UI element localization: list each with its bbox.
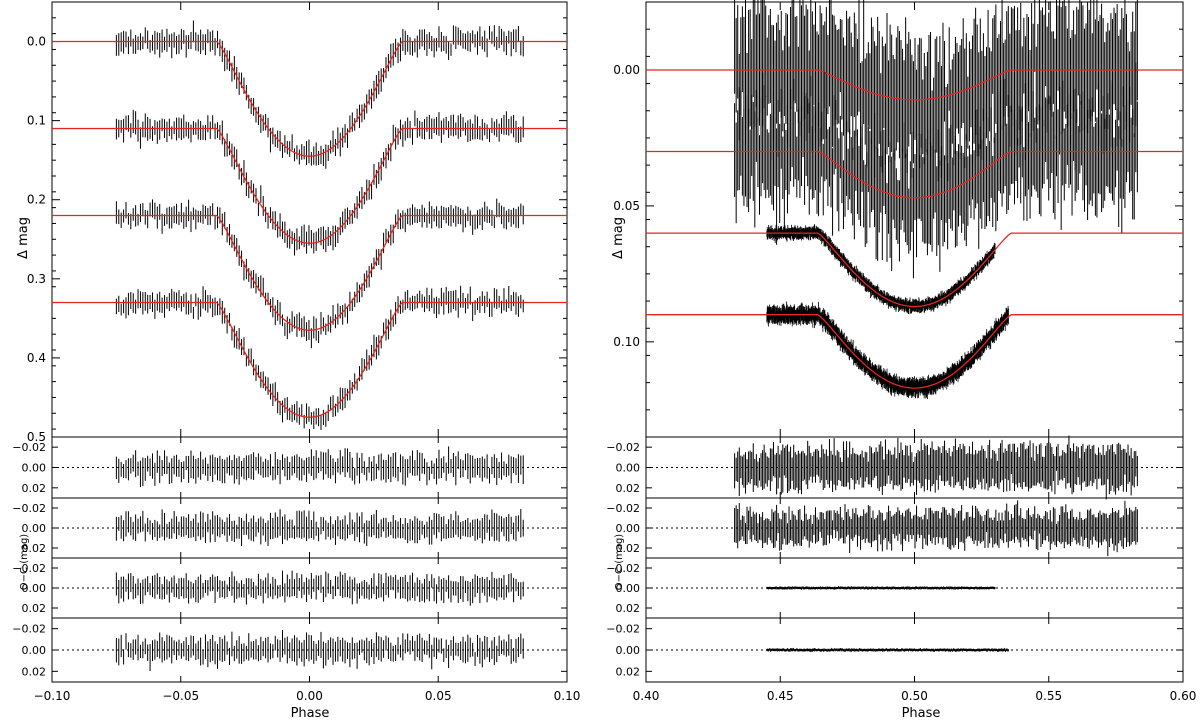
y-tick-label: 0.02 (22, 602, 47, 615)
y-tick-label: 0.00 (22, 462, 47, 475)
left-residual-ylabel: O−C (mag) (19, 534, 30, 591)
y-tick-label: 0.00 (616, 522, 641, 535)
residual-panel-2: −0.02 0.00 0.02 (606, 557, 1184, 619)
series-3 (52, 285, 567, 430)
series-2 (52, 198, 567, 349)
y-tick-label: 0.02 (616, 482, 641, 495)
y-tick-label: 0.00 (22, 644, 47, 657)
right-panel: 0.000.050.10 −0.020.000.02−0.020.000.02−… (606, 0, 1196, 721)
residual-panel-1: −0.02 0.00 0.02 (12, 497, 568, 559)
residual-panel-2: −0.02 0.00 0.02 (12, 557, 568, 619)
x-tick-label: 0.10 (554, 689, 581, 703)
y-tick-label: 0.2 (27, 193, 46, 207)
left-residual-plots: −0.020.000.02−0.020.000.02−0.020.000.02−… (12, 436, 581, 703)
residual-frame (51, 436, 568, 499)
left-xlabel: Phase (291, 706, 330, 721)
x-tick-labels: −0.10 −0.05 0.00 0.05 0.10 (34, 689, 581, 703)
y-tick-label: 0.00 (616, 462, 641, 475)
y-tick-label: 0.10 (613, 335, 640, 349)
x-tick-label: −0.05 (162, 689, 199, 703)
residual-panel-1: −0.02 0.00 0.02 (606, 497, 1184, 559)
model-curve (646, 314, 1183, 389)
left-panel: 0.00.10.20.30.40.5 −0.020.000.02−0.020.0… (12, 1, 581, 721)
y-tick-label: 0.02 (616, 665, 641, 678)
model-curve (646, 69, 1183, 101)
series-1 (52, 109, 567, 256)
model-curve (52, 40, 567, 157)
y-tick-label: 0.02 (22, 482, 47, 495)
residual-panel-3: −0.02 0.00 0.02 (606, 617, 1184, 683)
residual-panel-0: −0.02 0.00 0.02 (12, 436, 568, 499)
y-tick-label: 0.02 (22, 665, 47, 678)
right-main-plot: 0.00 0.05 0.10 (613, 0, 1184, 438)
series-1 (646, 62, 1183, 279)
model-curve (646, 232, 1183, 308)
y-tick-label: 0.00 (616, 644, 641, 657)
y-tick-label: −0.02 (12, 562, 46, 575)
series-3 (646, 301, 1183, 400)
x-tick-label: 0.00 (296, 689, 323, 703)
left-main-plot: 0.0 0.1 0.2 0.3 0.4 0.5 (27, 1, 568, 444)
y-tick-label: −0.02 (606, 623, 640, 636)
residual-panel-3: −0.02 0.00 0.02 (12, 617, 568, 683)
x-tick-label: 0.05 (425, 689, 452, 703)
model-curve (52, 214, 567, 331)
y-tick-label: −0.02 (12, 441, 46, 454)
model-curve (52, 127, 567, 244)
y-tick-label: 0.3 (27, 272, 46, 286)
y-tick-label: 0.5 (27, 430, 46, 444)
model-curve (52, 301, 567, 418)
y-tick-label: −0.02 (606, 441, 640, 454)
right-residual-plots: −0.020.000.02−0.020.000.02−0.020.000.02−… (606, 435, 1196, 703)
series-0 (52, 20, 567, 169)
y-tick-label: 0.00 (22, 582, 47, 595)
residual-panel-0: −0.02 0.00 0.02 (606, 435, 1184, 500)
left-ylabel: Δ mag (16, 217, 31, 259)
y-tick-label: 0.4 (27, 351, 46, 365)
y-tick-label: −0.02 (606, 502, 640, 515)
y-tick-label: 0.02 (616, 542, 641, 555)
y-tick-label: 0.0 (27, 35, 46, 49)
y-tick-label: 0.1 (27, 114, 46, 128)
y-tick-label: 0.02 (22, 542, 47, 555)
y-tick-label: 0.02 (616, 602, 641, 615)
series-2 (646, 224, 1183, 315)
y-tick-label: 0.05 (613, 199, 640, 213)
y-tick-label: −0.02 (12, 623, 46, 636)
y-tick-label: 0.00 (613, 63, 640, 77)
y-tick-label: 0.00 (616, 582, 641, 595)
y-tick-label: −0.02 (606, 562, 640, 575)
y-tick-label: 0.00 (22, 522, 47, 535)
x-tick-label: −0.10 (34, 689, 71, 703)
model-curve (646, 150, 1183, 199)
y-tick-label: −0.02 (12, 502, 46, 515)
